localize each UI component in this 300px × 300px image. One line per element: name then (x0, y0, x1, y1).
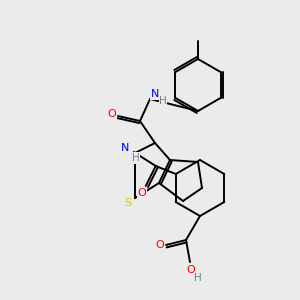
Text: O: O (187, 265, 195, 275)
Text: S: S (124, 198, 132, 208)
Text: N: N (151, 89, 159, 99)
Text: N: N (120, 143, 129, 153)
Text: H: H (159, 96, 167, 106)
Text: H: H (132, 153, 140, 163)
Text: H: H (194, 273, 202, 283)
Text: O: O (108, 109, 116, 119)
Text: O: O (137, 188, 146, 198)
Text: O: O (156, 240, 164, 250)
